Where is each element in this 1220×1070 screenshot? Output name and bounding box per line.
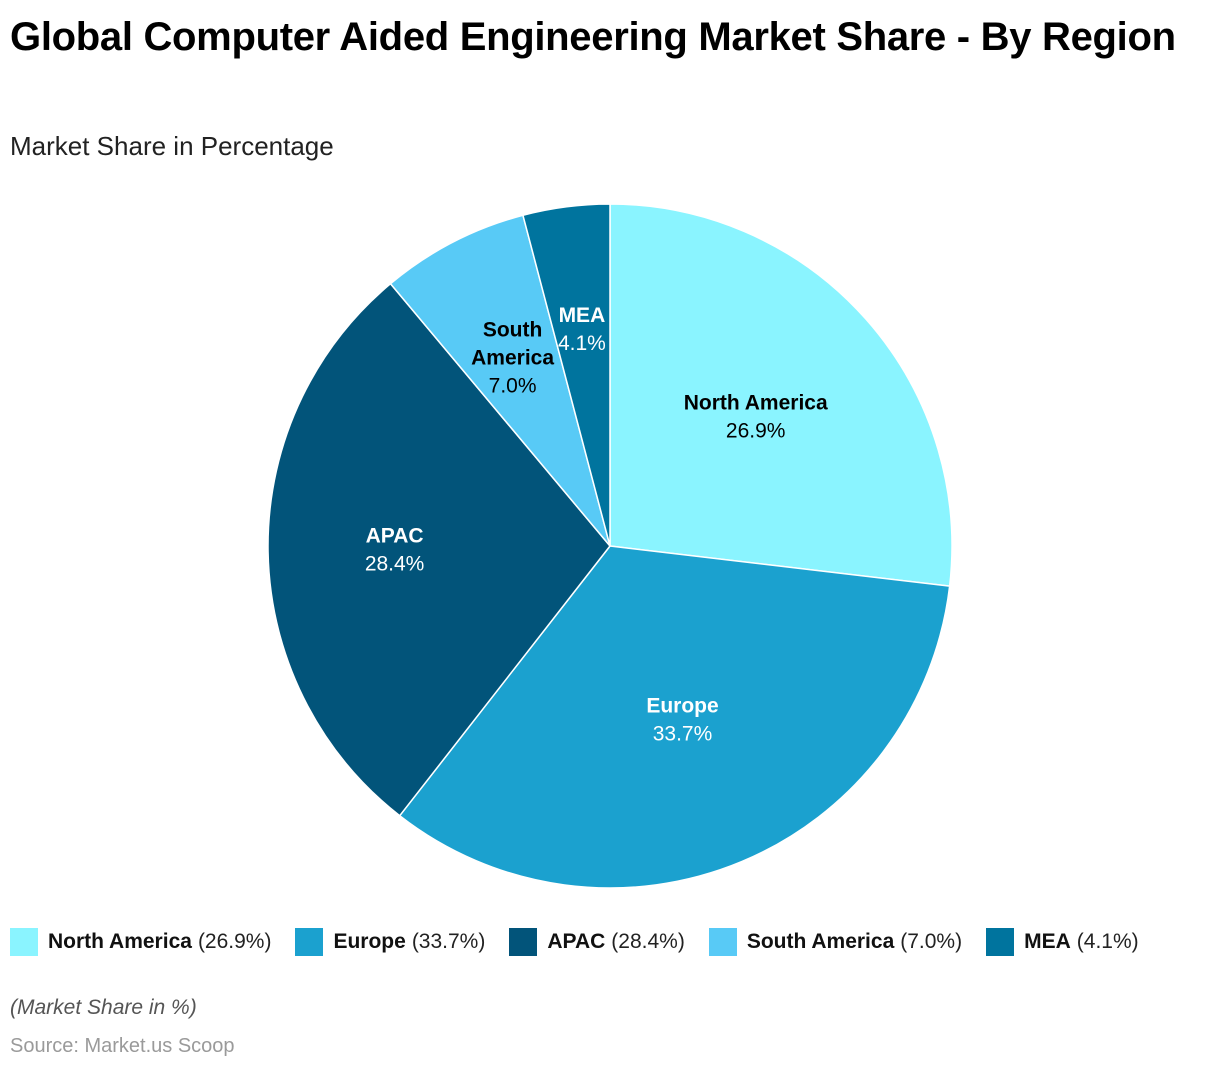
legend-item-south-america[interactable]: South America (7.0%): [708, 928, 963, 956]
chart-title: Global Computer Aided Engineering Market…: [10, 15, 1176, 59]
legend-swatch: [986, 928, 1015, 956]
slice-category-label: Europe: [646, 695, 718, 718]
legend-swatch: [509, 928, 538, 956]
slice-label-apac: APAC 28.4%: [365, 525, 425, 576]
slice-value-label: 33.7%: [653, 723, 713, 746]
slice-value-label: 7.0%: [489, 375, 537, 398]
legend-label: APAC: [547, 930, 606, 953]
slice-label-mea: MEA 4.1%: [558, 304, 606, 355]
pie-labels: North America 26.9% Europe 33.7% APAC 28.4% So…: [365, 304, 828, 746]
legend-item-apac[interactable]: APAC (28.4%): [509, 928, 685, 956]
legend-swatch: [708, 928, 737, 956]
legend-value: (7.0%): [900, 930, 963, 953]
slice-label-south-america: South America 7.0%: [471, 319, 554, 398]
slice-label-europe: Europe 33.7%: [646, 695, 718, 746]
legend-label: MEA: [1024, 930, 1071, 953]
legend-label: South America: [746, 930, 895, 953]
legend-value: (28.4%): [611, 930, 685, 953]
pie-slices: [267, 203, 953, 889]
legend: North America (26.9%) Europe (33.7%) APA…: [10, 928, 1139, 956]
legend-item-europe[interactable]: Europe (33.7%): [295, 928, 485, 956]
slice-value-label: 28.4%: [365, 553, 425, 576]
slice-category-label: America: [471, 347, 554, 370]
legend-value: (26.9%): [197, 930, 272, 953]
footnote: (Market Share in %): [10, 996, 197, 1019]
slice-category-label: South: [483, 319, 542, 342]
pie-slice-apac[interactable]: [267, 282, 611, 817]
legend-label: Europe: [333, 930, 406, 953]
source-credit: Source: Market.us Scoop: [10, 1035, 235, 1057]
slice-value-label: 26.9%: [726, 420, 786, 443]
legend-swatch: [10, 928, 38, 956]
slice-value-label: 4.1%: [558, 332, 606, 355]
chart-subtitle: Market Share in Percentage: [10, 131, 334, 161]
pie-slice-south-america[interactable]: [389, 214, 611, 547]
legend-swatch: [295, 928, 324, 956]
legend-item-mea[interactable]: MEA (4.1%): [986, 928, 1139, 956]
pie-chart: North America 26.9% Europe 33.7% APAC 28.4% So…: [267, 203, 953, 889]
pie-slice-europe[interactable]: [398, 545, 951, 889]
legend-label: North America: [48, 930, 192, 953]
legend-item-north-america[interactable]: North America (26.9%): [10, 928, 271, 956]
slice-category-label: MEA: [559, 304, 606, 327]
slice-label-north-america: North America 26.9%: [684, 392, 828, 443]
legend-value: (33.7%): [411, 930, 486, 953]
legend-value: (4.1%): [1076, 930, 1139, 953]
pie-slice-mea[interactable]: [522, 203, 611, 547]
slice-category-label: APAC: [366, 525, 424, 548]
slice-category-label: North America: [684, 392, 828, 415]
pie-slice-north-america[interactable]: [609, 203, 953, 587]
